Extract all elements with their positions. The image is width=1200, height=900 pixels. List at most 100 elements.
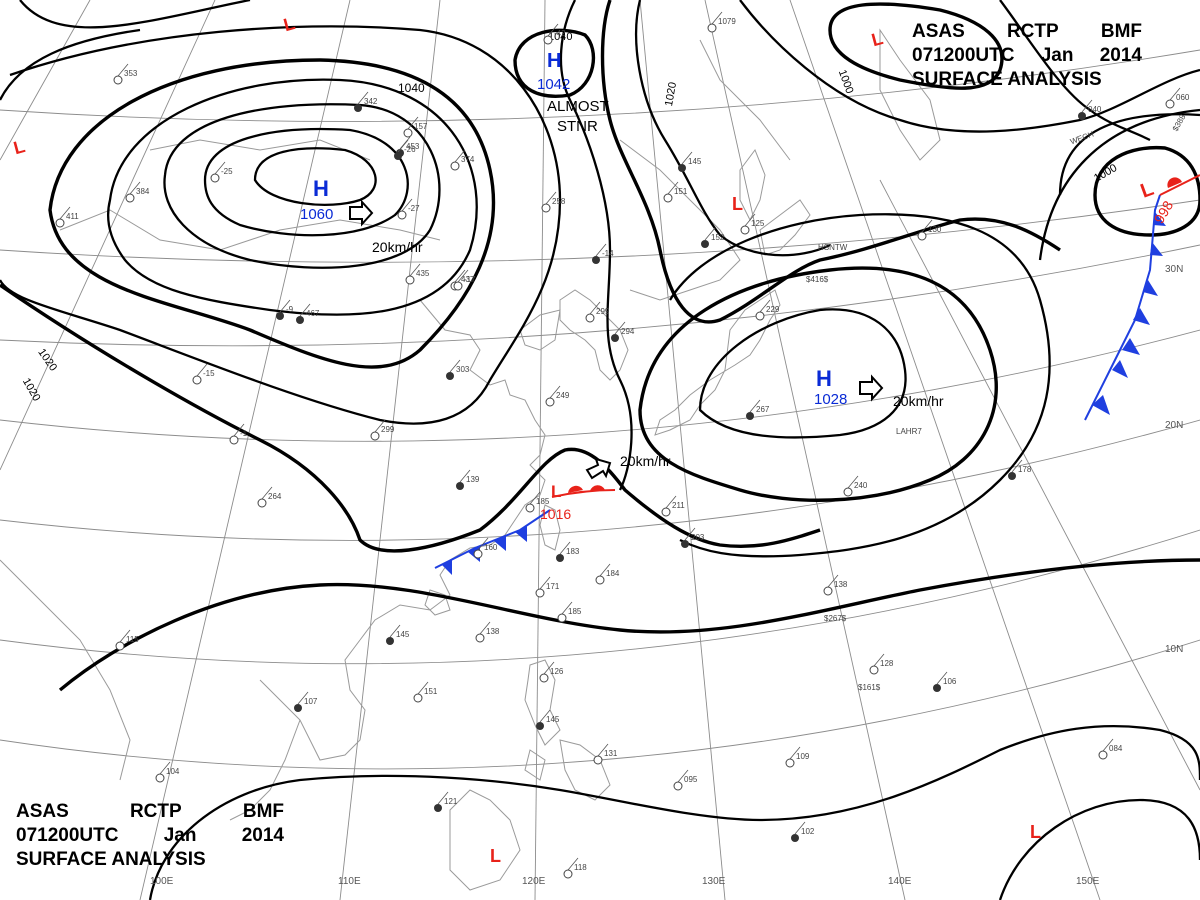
wind-barb	[921, 219, 933, 233]
wind-barb	[665, 495, 677, 509]
station-circle	[740, 225, 750, 235]
wind-barb	[667, 181, 679, 195]
station-circle	[1008, 472, 1016, 480]
station-value: 183	[566, 547, 580, 556]
wind-barb	[1011, 459, 1023, 473]
chart-title-block: ASAS RCTP BMF 071200UTC Jan 2014 SURFACE…	[16, 800, 284, 872]
title-chart-type: SURFACE ANALYSIS	[16, 849, 206, 870]
station-circle	[536, 722, 544, 730]
low-symbol: L	[1030, 822, 1041, 842]
station-plot: 171	[535, 576, 560, 598]
ship-id: $267$	[824, 614, 847, 623]
longitude-labels: 100E 110E 120E 130E 140E 150E	[150, 876, 1100, 887]
latitude-label: 30N	[1165, 264, 1183, 275]
station-plot: 435	[405, 263, 430, 285]
wind-barb	[614, 321, 626, 335]
wind-barb	[539, 576, 551, 590]
station-circle	[453, 281, 463, 291]
title-product: ASAS	[912, 21, 965, 42]
wind-barb	[449, 359, 461, 373]
movement-arrow-icon	[859, 374, 884, 402]
isobar-label: 1000	[1092, 162, 1119, 185]
low-symbol: L	[869, 28, 885, 50]
station-plot: -14	[592, 243, 614, 264]
wind-barb	[873, 653, 885, 667]
station-circle	[473, 549, 483, 559]
latitude-label: 10N	[1165, 644, 1183, 655]
longitude-label: 140E	[888, 876, 912, 887]
wind-barb	[401, 198, 413, 212]
station-circle	[678, 164, 686, 172]
longitude-label: 130E	[702, 876, 726, 887]
station-value: 126	[550, 667, 564, 676]
latitude-label: 20N	[1165, 420, 1183, 431]
station-circle	[585, 313, 595, 323]
station-plot: 183	[556, 541, 580, 562]
station-value: 299	[381, 425, 395, 434]
station-value: 211	[672, 501, 685, 510]
station-plot: 131	[593, 743, 618, 765]
station-plot: 060	[1165, 87, 1190, 109]
wind-barb	[1169, 87, 1181, 101]
station-circle	[823, 586, 833, 596]
wind-barb	[129, 181, 141, 195]
station-value: 185	[536, 497, 550, 506]
wind-barb	[59, 206, 71, 220]
station-plot: 374	[450, 149, 475, 171]
station-value: 152	[711, 233, 725, 242]
wind-barb	[759, 299, 771, 313]
wind-barb	[847, 475, 859, 489]
station-circle	[541, 203, 551, 213]
station-plot: 258	[541, 191, 566, 213]
station-circle	[595, 575, 605, 585]
wind-barb	[567, 857, 579, 871]
wind-barb	[684, 527, 696, 541]
station-plot: 151	[413, 681, 438, 703]
high-note: ALMOST	[547, 98, 609, 115]
station-value: 229	[766, 305, 780, 314]
station-circle	[1098, 750, 1108, 760]
wind-barb	[704, 227, 716, 241]
station-plot: 151	[663, 181, 688, 203]
station-plot: -42	[543, 23, 566, 45]
station-circle	[296, 316, 304, 324]
station-plot: 145	[536, 709, 560, 730]
station-value: 353	[124, 69, 138, 78]
wind-barb	[196, 363, 208, 377]
isobar-label: 1040	[398, 81, 425, 95]
title-month: Jan	[1040, 45, 1074, 66]
wind-barb	[159, 761, 171, 775]
wind-barb	[409, 263, 421, 277]
station-value: -9	[286, 305, 294, 314]
station-circle	[125, 193, 135, 203]
station-plot: 1079	[707, 11, 736, 33]
wind-barb	[1081, 99, 1093, 113]
coastlines	[0, 28, 941, 891]
high-symbol: H	[547, 50, 561, 72]
high-value: 1042	[537, 76, 570, 93]
wind-barb	[681, 151, 693, 165]
wind-barb	[454, 149, 466, 163]
wind-barb	[529, 491, 541, 505]
station-circle	[192, 375, 202, 385]
wind-barb	[549, 385, 561, 399]
high-value: 1028	[814, 391, 847, 408]
station-circle	[563, 869, 573, 879]
station-value: 151	[424, 687, 438, 696]
high-symbol: H	[313, 176, 329, 201]
station-value: 095	[684, 775, 698, 784]
station-circle	[556, 554, 564, 562]
station-plot: 264	[257, 486, 282, 508]
wind-barb	[479, 621, 491, 635]
station-value: -25	[221, 167, 233, 176]
wind-barb	[711, 11, 723, 25]
station-plot: 125	[740, 213, 765, 235]
wind-barb	[547, 23, 559, 37]
wind-barb	[261, 486, 273, 500]
station-plot: 102	[791, 821, 815, 842]
station-circle	[933, 684, 941, 692]
station-plot: 138	[823, 574, 848, 596]
station-circle	[55, 218, 65, 228]
station-value: 151	[674, 187, 688, 196]
